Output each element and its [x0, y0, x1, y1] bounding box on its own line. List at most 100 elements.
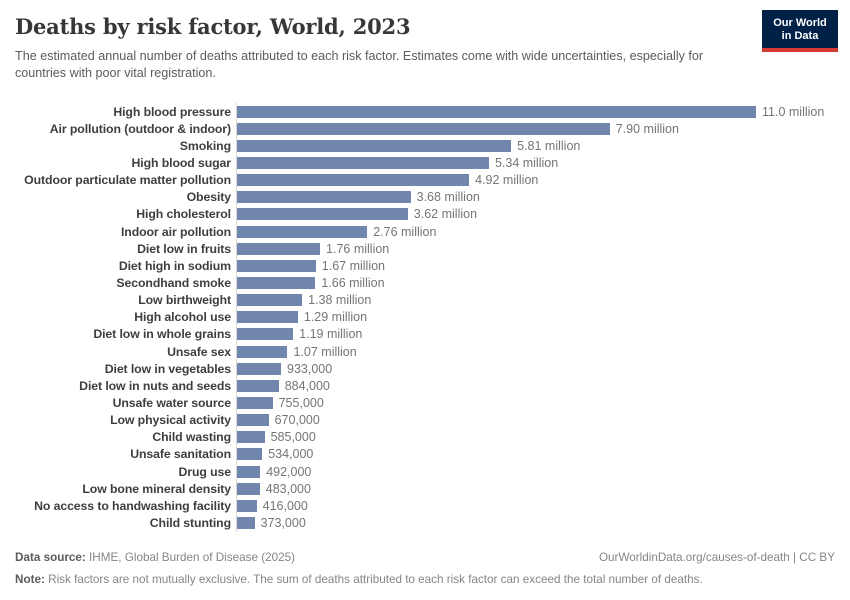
- owid-logo-line2: in Data: [781, 30, 819, 42]
- bar-track: 585,000: [236, 428, 850, 446]
- category-label: Smoking: [179, 138, 231, 153]
- value-label: 492,000: [266, 464, 312, 479]
- bar-track: 2.76 million: [236, 222, 850, 241]
- bar[interactable]: [237, 465, 261, 478]
- bar[interactable]: [237, 259, 316, 272]
- page-title: Deaths by risk factor, World, 2023: [15, 14, 411, 39]
- chart-header: Deaths by risk factor, World, 2023 The e…: [0, 0, 850, 82]
- category-label: Drug use: [178, 464, 232, 479]
- bar-track: 1.38 million: [236, 291, 850, 309]
- bar-row: No access to handwashing facility 416,000: [15, 497, 850, 515]
- bar[interactable]: [237, 208, 408, 221]
- bar[interactable]: [237, 414, 269, 427]
- category-label: High blood sugar: [131, 155, 231, 170]
- bar-row: Diet high in sodium 1.67 million: [15, 257, 850, 275]
- bar[interactable]: [237, 139, 512, 152]
- bar[interactable]: [237, 499, 257, 512]
- category-label: High cholesterol: [136, 207, 231, 222]
- bar[interactable]: [237, 362, 282, 375]
- value-label: 373,000: [260, 515, 306, 530]
- bar-row: Diet low in nuts and seeds 884,000: [15, 377, 850, 395]
- bar[interactable]: [237, 191, 411, 204]
- bar-row: Air pollution (outdoor & indoor) 7.90 mil…: [15, 120, 850, 138]
- bar-track: 884,000: [236, 377, 850, 395]
- value-label: 670,000: [274, 413, 320, 428]
- value-label: 1.29 million: [303, 310, 368, 325]
- bar[interactable]: [237, 328, 294, 341]
- bar-track: 670,000: [236, 411, 850, 429]
- value-label: 1.07 million: [293, 344, 357, 359]
- bar[interactable]: [237, 482, 260, 495]
- bar-track: 373,000: [236, 514, 850, 532]
- bar[interactable]: [237, 431, 265, 444]
- value-label: 483,000: [265, 481, 311, 496]
- bar-track: 492,000: [236, 462, 850, 481]
- bar-rows: High blood pressure 11.0 million Air pollu…: [15, 103, 850, 532]
- value-label: 3.68 million: [416, 190, 480, 205]
- value-label: 2.76 million: [373, 224, 437, 239]
- bar[interactable]: [237, 225, 368, 238]
- bar[interactable]: [237, 242, 321, 255]
- bar[interactable]: [237, 311, 298, 324]
- bar-row: Low bone mineral density 483,000: [15, 480, 850, 498]
- bar-row: High cholesterol 3.62 million: [15, 205, 850, 223]
- bar-track: 5.81 million: [236, 137, 850, 155]
- owid-logo[interactable]: Our World in Data: [762, 10, 838, 52]
- bar[interactable]: [237, 174, 470, 187]
- value-label: 884,000: [284, 378, 330, 393]
- bar[interactable]: [237, 345, 288, 358]
- data-source-label: Data source:: [15, 551, 86, 564]
- bar-row: Indoor air pollution 2.76 million: [15, 222, 850, 241]
- category-label: Air pollution (outdoor & indoor): [49, 121, 231, 136]
- value-label: 1.67 million: [321, 258, 386, 273]
- bar[interactable]: [237, 276, 316, 289]
- owid-url-link[interactable]: OurWorldinData.org/causes-of-death | CC …: [598, 551, 835, 564]
- footer-note-line: Note: Risk factors are not mutually excl…: [15, 572, 835, 587]
- bar[interactable]: [237, 516, 255, 529]
- bar[interactable]: [237, 294, 303, 307]
- value-label: 755,000: [278, 395, 324, 410]
- chart-subtitle: The estimated annual number of deaths at…: [15, 49, 704, 80]
- bar-row: Child stunting 373,000: [15, 514, 850, 532]
- bar-track: 3.68 million: [236, 188, 850, 206]
- bar-track: 11.0 million: [236, 103, 850, 121]
- category-label: Diet low in nuts and seeds: [79, 378, 231, 393]
- bar-row: Outdoor particulate matter pollution 4.92…: [15, 171, 850, 189]
- bar-track: 5.34 million: [236, 154, 850, 172]
- category-label: Diet high in sodium: [118, 258, 231, 273]
- value-label: 1.19 million: [299, 327, 363, 342]
- bar[interactable]: [237, 448, 263, 461]
- bar-row: Smoking 5.81 million: [15, 137, 850, 155]
- chart-footer: Data source: IHME, Global Burden of Dise…: [15, 550, 835, 587]
- category-label: Low physical activity: [110, 413, 231, 428]
- note-text: Risk factors are not mutually exclusive.…: [44, 573, 703, 586]
- bar-track: 7.90 million: [236, 120, 850, 138]
- data-source: Data source: IHME, Global Burden of Dise…: [15, 550, 295, 565]
- bar[interactable]: [237, 122, 610, 135]
- bar-row: High blood pressure 11.0 million: [15, 103, 850, 121]
- value-label: 585,000: [270, 430, 316, 445]
- category-label: Child wasting: [152, 430, 231, 445]
- value-label: 1.38 million: [308, 293, 372, 308]
- category-label: Unsafe water source: [112, 395, 231, 410]
- bar-row: Low physical activity 670,000: [15, 411, 850, 429]
- bar-row: Diet low in fruits 1.76 million: [15, 240, 850, 258]
- bar-row: Obesity 3.68 million: [15, 188, 850, 206]
- value-label: 3.62 million: [413, 207, 478, 222]
- value-label: 416,000: [262, 498, 308, 513]
- category-label: Diet low in vegetables: [104, 361, 231, 376]
- bar-row: Unsafe sanitation 534,000: [15, 445, 850, 463]
- category-label: Low bone mineral density: [82, 481, 231, 496]
- bar-row: Unsafe water source 755,000: [15, 394, 850, 412]
- bar[interactable]: [237, 396, 273, 409]
- bar[interactable]: [237, 105, 756, 118]
- category-label: Child stunting: [149, 515, 231, 530]
- category-label: Obesity: [186, 190, 232, 205]
- bar[interactable]: [237, 156, 489, 169]
- value-label: 5.81 million: [517, 138, 581, 153]
- bar-track: 416,000: [236, 497, 850, 515]
- bar[interactable]: [237, 379, 279, 392]
- bar-track: 534,000: [236, 445, 850, 463]
- data-source-text: IHME, Global Burden of Disease (2025): [85, 551, 295, 564]
- value-label: 534,000: [268, 447, 314, 462]
